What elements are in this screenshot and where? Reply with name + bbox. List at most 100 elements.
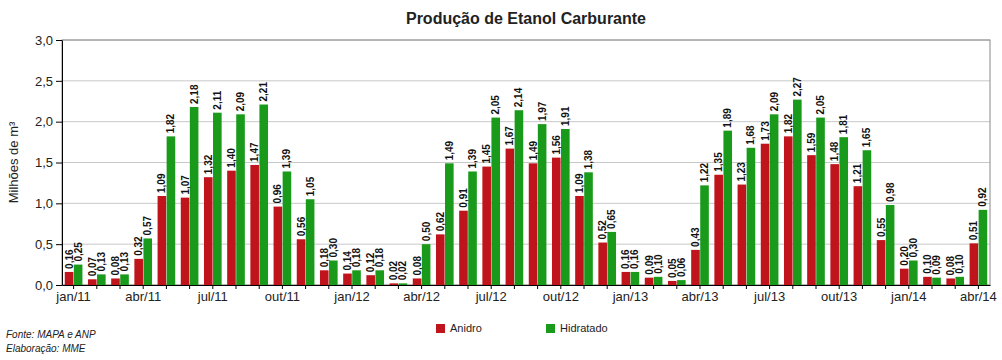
bars [65, 100, 987, 285]
y-tick: 3,0 [35, 33, 62, 48]
x-tick [792, 285, 793, 289]
x-tick [305, 285, 306, 289]
grid-line [62, 162, 990, 163]
bar [515, 110, 524, 285]
x-tick-mark [537, 285, 538, 289]
x-tick-mark [375, 285, 376, 289]
x-tick-label: jan/12 [333, 289, 369, 304]
x-tick: abr/13 [682, 285, 719, 304]
data-label: 1,56 [551, 135, 562, 155]
y-tick-mark [56, 81, 62, 82]
x-tick [328, 285, 329, 289]
data-labels: 0,160,070,080,321,091,071,321,401,470,96… [64, 77, 989, 281]
x-tick: jan/13 [612, 285, 648, 304]
title: Produção de Etanol Carburante [406, 10, 646, 27]
x-tick-mark [398, 285, 399, 289]
data-label: 1,97 [537, 101, 548, 121]
bar [723, 131, 732, 285]
bar [784, 136, 793, 285]
data-label: 1,21 [852, 163, 863, 183]
x-tick [259, 285, 260, 289]
data-label: 0,51 [968, 220, 979, 240]
bar [668, 281, 677, 285]
x-tick-label: abr/12 [403, 289, 440, 304]
x-tick [885, 285, 886, 289]
bar [274, 207, 283, 285]
x-tick: jul/13 [753, 285, 785, 304]
bar [970, 243, 979, 285]
bar [923, 277, 932, 285]
x-tick [723, 285, 724, 289]
x-tick: abr/11 [125, 285, 161, 304]
bar [770, 114, 779, 285]
bar [213, 113, 222, 285]
y-tick-mark [56, 285, 62, 286]
bar [283, 171, 292, 285]
data-label: 0,08 [412, 256, 423, 276]
x-tick-mark [444, 285, 445, 289]
x-tick-mark [932, 285, 933, 289]
x-tick-mark [676, 285, 677, 289]
bar [598, 243, 607, 285]
bar [645, 278, 654, 285]
y-tick: 2,0 [35, 114, 62, 129]
data-label: 0,09 [931, 255, 942, 275]
x-tick-mark [723, 285, 724, 289]
y-tick-mark [56, 40, 62, 41]
x-tick-label: jan/11 [55, 289, 90, 304]
bar [747, 148, 756, 285]
bar [259, 105, 268, 285]
data-label: 0,96 [272, 184, 283, 204]
bar [236, 114, 245, 285]
data-label: 1,22 [699, 162, 710, 182]
x-tick-mark [328, 285, 329, 289]
annotation: Elaboração: MME [6, 343, 86, 354]
x-tick [816, 285, 817, 289]
x-tick [676, 285, 677, 289]
y-tick-label: 1,0 [35, 196, 53, 211]
y-tick-label: 1,5 [35, 155, 53, 170]
y-tick-mark [56, 163, 62, 164]
data-label: 1,35 [713, 152, 724, 172]
bar [306, 199, 315, 285]
chart: 0,160,070,080,321,091,071,321,401,470,96… [0, 0, 1002, 360]
bar [366, 275, 375, 285]
bar [320, 270, 329, 285]
x-tick: abr/12 [403, 285, 440, 304]
x-tick-label: out/12 [543, 289, 579, 304]
bar [181, 198, 190, 285]
bar [863, 150, 872, 285]
x-tick-mark [305, 285, 306, 289]
legend-label: Anidro [450, 322, 482, 334]
y-axis-title: Milhões de m³ [6, 121, 21, 203]
data-label: 0,30 [328, 238, 339, 258]
x-tick: jan/14 [890, 285, 926, 304]
bar [955, 277, 964, 285]
data-label: 2,09 [769, 91, 780, 111]
data-label: 1,65 [861, 127, 872, 147]
x-tick-label: jul/11 [197, 289, 228, 304]
bar [738, 185, 747, 285]
bar [691, 250, 700, 285]
grid-line [62, 203, 990, 204]
x-tick [955, 285, 956, 289]
bar [97, 274, 106, 285]
data-label: 0,25 [73, 242, 84, 262]
data-label: 0,57 [142, 216, 153, 236]
bar [120, 274, 129, 285]
bar [839, 137, 848, 285]
x-tick-mark [189, 285, 190, 289]
x-tick [537, 285, 538, 289]
x-tick [375, 285, 376, 289]
data-label: 1,67 [504, 126, 515, 146]
data-label: 0,06 [676, 257, 687, 277]
data-label: 0,32 [133, 236, 144, 256]
bar [877, 240, 886, 285]
x-tick-mark [166, 285, 167, 289]
bar [631, 272, 640, 285]
data-label: 1,89 [722, 108, 733, 128]
data-label: 1,68 [745, 125, 756, 145]
y-tick-mark [56, 122, 62, 123]
data-label: 1,07 [180, 175, 191, 195]
y-tick: 1,5 [35, 155, 62, 170]
